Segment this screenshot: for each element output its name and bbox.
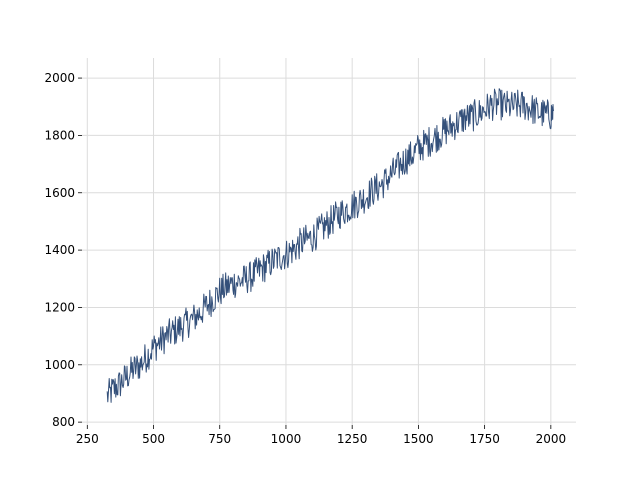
gridlines xyxy=(82,58,576,425)
x-tick-label: 750 xyxy=(208,432,231,446)
tick-labels: 250 500 750 1000 1250 1500 1750 2000 800 1000 1200… xyxy=(44,71,566,446)
y-tick-label: 2000 xyxy=(44,71,75,85)
y-tick-label: 1600 xyxy=(44,186,75,200)
y-tick-label: 1400 xyxy=(44,243,75,257)
x-tick-label: 1750 xyxy=(469,432,500,446)
y-tick-label: 1800 xyxy=(44,128,75,142)
y-tick-label: 1200 xyxy=(44,300,75,314)
x-tick-label: 1000 xyxy=(271,432,302,446)
axes xyxy=(78,77,552,429)
series-line xyxy=(106,88,554,403)
y-tick-label: 1000 xyxy=(44,358,75,372)
x-tick-label: 500 xyxy=(142,432,165,446)
x-tick-label: 1250 xyxy=(337,432,368,446)
y-tick-label: 800 xyxy=(52,415,75,429)
x-tick-label: 1500 xyxy=(403,432,434,446)
x-tick-label: 2000 xyxy=(536,432,567,446)
plot-area xyxy=(106,88,554,403)
x-tick-label: 250 xyxy=(76,432,99,446)
